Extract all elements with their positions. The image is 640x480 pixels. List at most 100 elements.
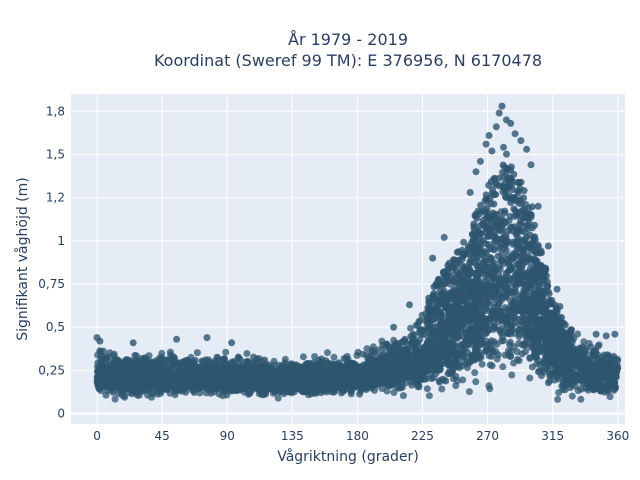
data-point bbox=[589, 386, 597, 394]
data-point bbox=[522, 348, 529, 356]
data-point bbox=[368, 346, 376, 354]
data-point bbox=[508, 288, 516, 296]
data-point bbox=[371, 375, 379, 383]
data-point bbox=[498, 251, 506, 259]
data-point bbox=[398, 376, 406, 384]
data-point bbox=[502, 285, 510, 293]
data-point bbox=[440, 281, 448, 289]
data-point bbox=[379, 367, 387, 374]
data-point bbox=[270, 378, 278, 385]
data-point bbox=[126, 357, 134, 365]
data-point bbox=[426, 321, 434, 329]
data-point bbox=[156, 370, 164, 378]
data-point bbox=[459, 297, 467, 305]
data-point bbox=[405, 365, 413, 373]
data-point bbox=[214, 354, 222, 362]
data-point bbox=[526, 231, 534, 239]
data-point bbox=[473, 214, 481, 222]
data-point bbox=[273, 368, 281, 376]
data-point bbox=[488, 362, 496, 370]
data-point bbox=[574, 359, 582, 366]
data-point bbox=[184, 373, 192, 381]
data-point bbox=[536, 300, 544, 308]
data-point bbox=[400, 370, 408, 378]
data-point bbox=[582, 366, 590, 374]
data-point bbox=[178, 380, 186, 388]
data-point bbox=[587, 359, 595, 367]
data-point bbox=[482, 304, 490, 312]
data-point bbox=[499, 333, 507, 341]
data-point bbox=[243, 375, 251, 383]
data-point bbox=[407, 332, 415, 340]
data-point bbox=[179, 362, 187, 370]
data-point bbox=[528, 203, 536, 211]
data-point bbox=[310, 389, 318, 397]
data-point bbox=[594, 342, 602, 350]
data-point bbox=[106, 349, 114, 357]
data-point bbox=[101, 368, 109, 376]
data-point bbox=[389, 351, 397, 359]
data-point bbox=[270, 357, 278, 365]
data-point bbox=[416, 336, 424, 344]
data-point bbox=[503, 292, 510, 300]
data-point bbox=[274, 394, 282, 402]
data-point bbox=[438, 385, 446, 393]
data-point bbox=[555, 375, 562, 383]
data-point bbox=[398, 383, 406, 391]
data-point bbox=[465, 388, 473, 396]
data-point bbox=[522, 276, 530, 284]
data-point bbox=[193, 378, 201, 386]
chart-title-line-1: År 1979 - 2019 bbox=[288, 30, 408, 49]
data-point bbox=[486, 385, 494, 393]
data-point bbox=[413, 380, 421, 387]
data-point bbox=[491, 323, 499, 331]
data-point bbox=[614, 364, 622, 372]
data-point bbox=[413, 346, 420, 354]
data-point bbox=[561, 386, 569, 394]
data-point bbox=[256, 365, 264, 373]
data-point bbox=[460, 238, 468, 246]
data-point bbox=[481, 206, 489, 214]
data-point bbox=[518, 341, 526, 349]
data-point bbox=[497, 315, 505, 323]
data-point bbox=[398, 346, 406, 354]
data-point bbox=[500, 239, 508, 247]
data-point bbox=[534, 368, 542, 376]
data-point bbox=[471, 305, 478, 313]
data-point bbox=[588, 373, 595, 381]
data-point bbox=[234, 372, 242, 380]
data-point bbox=[530, 327, 538, 335]
data-point bbox=[572, 377, 580, 385]
data-point bbox=[492, 237, 500, 245]
data-point bbox=[491, 293, 499, 301]
data-point bbox=[508, 371, 516, 379]
data-point bbox=[351, 376, 359, 384]
data-point bbox=[120, 392, 128, 400]
data-point bbox=[520, 187, 528, 195]
data-point bbox=[397, 339, 405, 347]
data-point bbox=[468, 355, 476, 363]
data-point bbox=[342, 377, 350, 385]
data-point bbox=[577, 346, 585, 354]
data-point bbox=[461, 249, 468, 257]
data-point bbox=[276, 387, 284, 394]
data-point bbox=[381, 359, 389, 367]
data-point bbox=[243, 350, 251, 357]
data-point bbox=[315, 356, 323, 364]
data-point bbox=[206, 358, 214, 366]
data-point bbox=[362, 386, 370, 393]
data-point bbox=[508, 223, 516, 231]
data-point bbox=[476, 222, 484, 230]
data-point bbox=[419, 348, 427, 356]
data-point bbox=[411, 364, 419, 371]
data-point bbox=[275, 361, 283, 369]
data-point bbox=[483, 212, 491, 220]
data-point bbox=[509, 250, 517, 258]
data-point bbox=[482, 249, 490, 257]
data-point bbox=[201, 373, 209, 381]
data-point bbox=[423, 385, 431, 393]
data-point bbox=[515, 357, 523, 365]
data-point bbox=[567, 356, 575, 364]
data-point bbox=[370, 367, 377, 375]
data-point bbox=[347, 360, 355, 368]
